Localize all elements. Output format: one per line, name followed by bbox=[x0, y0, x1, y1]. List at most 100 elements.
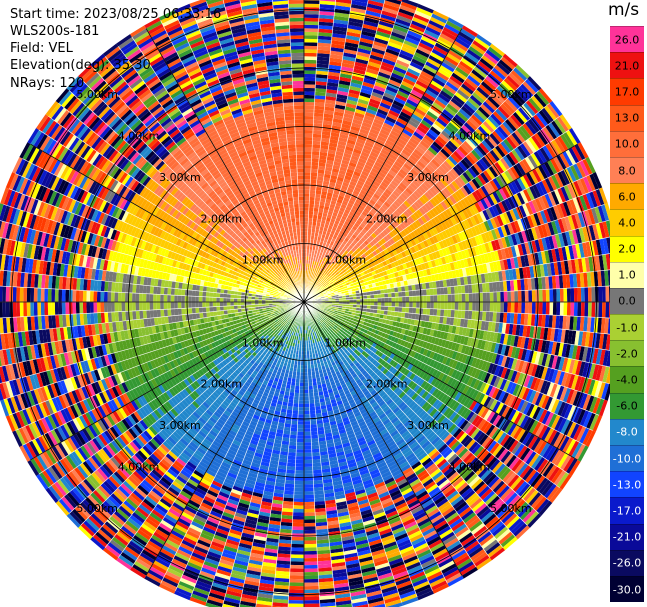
velocity-gate bbox=[425, 61, 440, 71]
velocity-gate bbox=[389, 315, 395, 321]
velocity-gate bbox=[464, 284, 469, 294]
velocity-gate bbox=[372, 286, 377, 292]
velocity-gate bbox=[317, 287, 321, 291]
velocity-gate bbox=[403, 210, 411, 219]
velocity-gate bbox=[418, 207, 427, 216]
velocity-gate bbox=[379, 102, 392, 110]
velocity-gate bbox=[436, 214, 444, 224]
velocity-gate bbox=[361, 121, 372, 129]
velocity-gate bbox=[451, 204, 460, 215]
velocity-gate bbox=[325, 96, 337, 101]
velocity-gate bbox=[471, 310, 476, 320]
velocity-gate bbox=[462, 196, 472, 208]
velocity-gate bbox=[397, 215, 405, 223]
velocity-gate bbox=[315, 81, 328, 86]
velocity-gate bbox=[368, 315, 373, 321]
velocity-gate bbox=[390, 129, 401, 138]
velocity-gate bbox=[423, 302, 427, 309]
velocity-gate bbox=[341, 257, 347, 263]
velocity-gate bbox=[349, 219, 356, 226]
velocity-gate bbox=[490, 229, 498, 241]
velocity-gate bbox=[592, 397, 602, 414]
velocity-gate bbox=[454, 342, 460, 352]
velocity-gate bbox=[437, 294, 441, 302]
velocity-gate bbox=[333, 161, 342, 167]
velocity-gate bbox=[318, 28, 333, 34]
velocity-gate bbox=[410, 331, 416, 338]
velocity-gate bbox=[549, 288, 554, 302]
velocity-gate bbox=[532, 184, 542, 198]
velocity-gate bbox=[428, 175, 438, 185]
velocity-gate bbox=[441, 272, 447, 281]
velocity-gate bbox=[431, 48, 447, 59]
velocity-gate bbox=[308, 214, 314, 219]
velocity-gate bbox=[577, 330, 584, 346]
velocity-gate bbox=[332, 286, 337, 290]
velocity-gate bbox=[435, 95, 449, 107]
velocity-gate bbox=[326, 283, 331, 287]
velocity-gate bbox=[409, 154, 419, 163]
velocity-gate bbox=[477, 125, 490, 138]
velocity-gate bbox=[308, 277, 311, 282]
velocity-gate bbox=[326, 271, 330, 276]
velocity-gate bbox=[382, 178, 391, 186]
velocity-gate bbox=[454, 190, 463, 201]
velocity-gate bbox=[393, 160, 404, 169]
velocity-gate bbox=[488, 206, 497, 218]
velocity-gate bbox=[442, 160, 453, 171]
velocity-gate bbox=[536, 379, 545, 393]
velocity-gate bbox=[571, 214, 579, 230]
velocity-gate bbox=[561, 357, 569, 372]
velocity-gate bbox=[382, 260, 388, 267]
velocity-gate bbox=[322, 273, 327, 278]
velocity-gate bbox=[551, 275, 557, 289]
velocity-gate bbox=[368, 198, 377, 206]
velocity-gate bbox=[544, 367, 552, 382]
velocity-gate bbox=[383, 254, 389, 261]
velocity-gate bbox=[508, 151, 519, 165]
velocity-gate bbox=[524, 302, 529, 314]
velocity-gate bbox=[335, 284, 340, 288]
velocity-gate bbox=[431, 207, 440, 216]
velocity-gate bbox=[416, 243, 423, 251]
velocity-gate bbox=[317, 165, 326, 171]
velocity-gate bbox=[355, 290, 360, 294]
velocity-gate bbox=[335, 228, 341, 234]
velocity-gate bbox=[322, 290, 327, 294]
velocity-gate bbox=[320, 276, 324, 281]
velocity-gate bbox=[308, 217, 313, 222]
velocity-gate bbox=[314, 200, 320, 205]
velocity-gate bbox=[409, 137, 420, 146]
velocity-gate bbox=[317, 278, 321, 283]
velocity-gate bbox=[319, 155, 328, 160]
velocity-gate bbox=[474, 189, 484, 201]
velocity-gate bbox=[429, 125, 441, 136]
velocity-gate bbox=[424, 321, 429, 329]
velocity-gate bbox=[384, 293, 389, 298]
velocity-gate bbox=[494, 239, 501, 251]
velocity-gate bbox=[421, 223, 429, 232]
velocity-gate bbox=[351, 75, 364, 82]
velocity-gate bbox=[435, 233, 442, 243]
velocity-gate bbox=[569, 273, 574, 289]
velocity-gate bbox=[321, 287, 325, 291]
velocity-gate bbox=[586, 316, 592, 333]
velocity-gate bbox=[513, 164, 523, 178]
velocity-gate bbox=[507, 246, 514, 259]
velocity-gate bbox=[561, 371, 569, 387]
velocity-gate bbox=[483, 137, 495, 150]
velocity-gate bbox=[356, 161, 366, 168]
velocity-gate bbox=[304, 256, 307, 260]
velocity-gate bbox=[325, 231, 331, 237]
velocity-gate bbox=[535, 182, 545, 197]
velocity-gate bbox=[600, 317, 606, 334]
velocity-gate bbox=[459, 127, 471, 139]
velocity-gate bbox=[408, 336, 415, 344]
velocity-gate bbox=[339, 299, 343, 302]
velocity-gate bbox=[434, 224, 442, 234]
velocity-gate bbox=[486, 135, 498, 148]
velocity-gate bbox=[516, 127, 529, 142]
velocity-gate bbox=[471, 69, 486, 82]
velocity-gate bbox=[465, 327, 471, 338]
velocity-gate bbox=[354, 210, 362, 217]
